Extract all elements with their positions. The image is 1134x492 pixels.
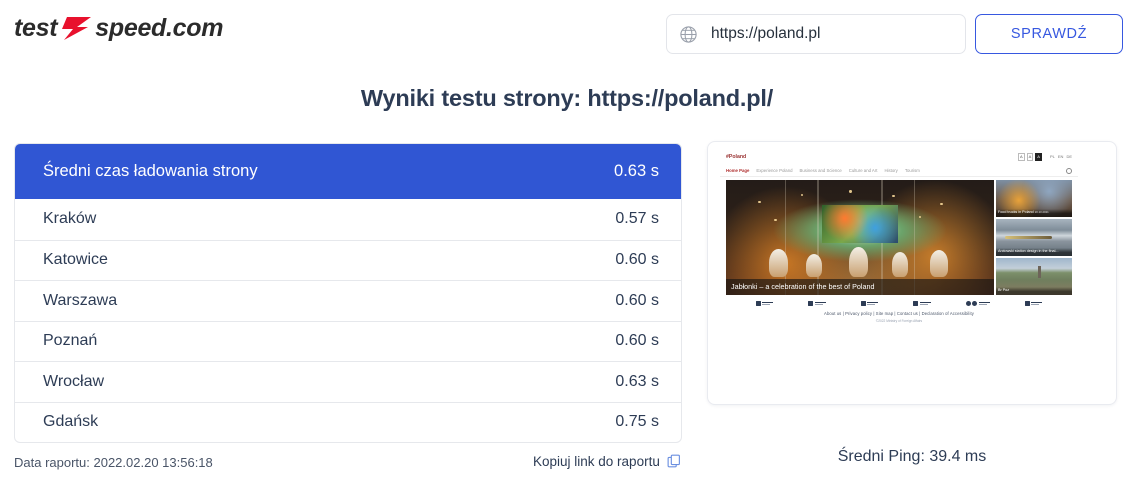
logo-text-right: speed.com	[95, 14, 224, 42]
results-header-value: 0.63 s	[614, 162, 659, 180]
preview-nav-item: Experience Poland	[756, 168, 793, 173]
preview-nav-item: Business and Science	[799, 168, 842, 173]
site-screenshot-preview[interactable]: #Poland A A A PL EN DE Home Page Experie…	[707, 141, 1117, 405]
preview-site-header: #Poland A A A PL EN DE	[720, 148, 1078, 165]
preview-nav-item: History	[884, 168, 898, 173]
globe-icon	[679, 25, 698, 44]
copy-icon[interactable]	[667, 454, 682, 469]
city-name: Wrocław	[43, 372, 105, 390]
average-ping: Średni Ping: 39.4 ms	[837, 448, 987, 465]
preview-nav-item: Tourism	[904, 168, 920, 173]
preview-a11y-controls: A A A	[1017, 152, 1042, 161]
results-table: Średni czas ładowania strony 0.63 s Krak…	[14, 143, 682, 443]
preview-card: Food trucks in Poland 20.10.2021	[996, 180, 1072, 217]
preview-stage-screen	[822, 205, 898, 244]
table-row: Warszawa 0.60 s	[15, 280, 681, 321]
check-button-label: SPRAWDŹ	[1010, 26, 1088, 42]
preview-card-title: Arctowski station design in the final...	[998, 249, 1059, 254]
preview-search-icon	[1066, 168, 1072, 174]
preview-card-title: Br Poz	[998, 288, 1010, 293]
preview-card: Arctowski station design in the final...	[996, 219, 1072, 256]
top-bar: test speed.com SPRAWDŹ	[0, 0, 1134, 68]
city-time: 0.63 s	[615, 372, 659, 390]
logo-lightning-icon	[60, 15, 94, 42]
font-size-medium-icon: A	[1026, 152, 1034, 161]
preview-side-cards: Food trucks in Poland 20.10.2021 Arctows…	[996, 180, 1072, 295]
preview-hero-image: Jabłonki – a celebration of the best of …	[726, 180, 994, 295]
city-time: 0.57 s	[615, 210, 659, 228]
page-title: Wyniki testu strony: https://poland.pl/	[360, 85, 774, 111]
instagram-icon	[860, 301, 879, 306]
city-name: Warszawa	[43, 291, 118, 309]
city-name: Poznań	[43, 332, 98, 350]
contrast-toggle-icon: A	[1035, 152, 1042, 161]
table-row: Kraków 0.57 s	[15, 199, 681, 240]
logo-text-left: test	[14, 14, 58, 42]
preview-language-switch: PL EN DE	[1050, 154, 1072, 159]
preview-footer-links: About us | Privacy policy | Site map | C…	[824, 311, 974, 316]
lang-option: PL	[1049, 154, 1055, 159]
site-screenshot-content: #Poland A A A PL EN DE Home Page Experie…	[720, 148, 1078, 344]
preview-card-sub: 20.10.2021	[1034, 210, 1049, 215]
city-time: 0.60 s	[615, 291, 659, 309]
preview-hero-caption: Jabłonki – a celebration of the best of …	[726, 278, 994, 295]
city-time: 0.60 s	[615, 251, 659, 269]
preview-site-nav: Home Page Experience Poland Business and…	[720, 165, 1078, 177]
table-row: Katowice 0.60 s	[15, 239, 681, 281]
report-date: Data raportu: 2022.02.20 13:56:18	[14, 455, 213, 470]
table-row: Wrocław 0.63 s	[15, 361, 681, 402]
table-row: Gdańsk 0.75 s	[15, 401, 681, 443]
font-size-small-icon: A	[1017, 152, 1025, 161]
results-header-row: Średni czas ładowania strony 0.63 s	[15, 144, 681, 199]
preview-site-brand: #Poland	[726, 153, 747, 160]
twitter-icon	[808, 301, 826, 306]
preview-nav-item: Home Page	[726, 168, 750, 173]
newsletter-icon	[1024, 301, 1043, 306]
copy-report-link-label: Kopiuj link do raportu	[533, 454, 660, 469]
lang-option: DE	[1066, 154, 1072, 159]
url-input[interactable]	[709, 24, 953, 44]
copy-report-link[interactable]: Kopiuj link do raportu	[533, 454, 682, 469]
site-logo[interactable]: test speed.com	[14, 14, 223, 43]
url-input-wrapper[interactable]	[666, 14, 966, 54]
flickr-icon	[965, 301, 990, 306]
preview-card: Br Poz	[996, 258, 1072, 295]
check-button[interactable]: SPRAWDŹ	[975, 14, 1123, 54]
table-row: Poznań 0.60 s	[15, 320, 681, 362]
preview-site-body: Jabłonki – a celebration of the best of …	[720, 177, 1078, 295]
lang-option: EN	[1057, 154, 1064, 159]
city-time: 0.75 s	[615, 413, 659, 431]
results-header-label: Średni czas ładowania strony	[43, 162, 258, 180]
city-name: Gdańsk	[43, 413, 99, 431]
preview-copyright: ©2022 Ministry of Foreign Affairs	[875, 318, 923, 323]
youtube-icon	[913, 301, 931, 306]
city-name: Kraków	[43, 210, 97, 228]
city-name: Katowice	[43, 251, 108, 269]
preview-nav-item: Culture and Art	[848, 168, 878, 173]
facebook-icon	[755, 301, 774, 306]
city-time: 0.60 s	[615, 332, 659, 350]
preview-card-title: Food trucks in Poland	[998, 210, 1034, 215]
preview-social-row	[720, 295, 1078, 306]
